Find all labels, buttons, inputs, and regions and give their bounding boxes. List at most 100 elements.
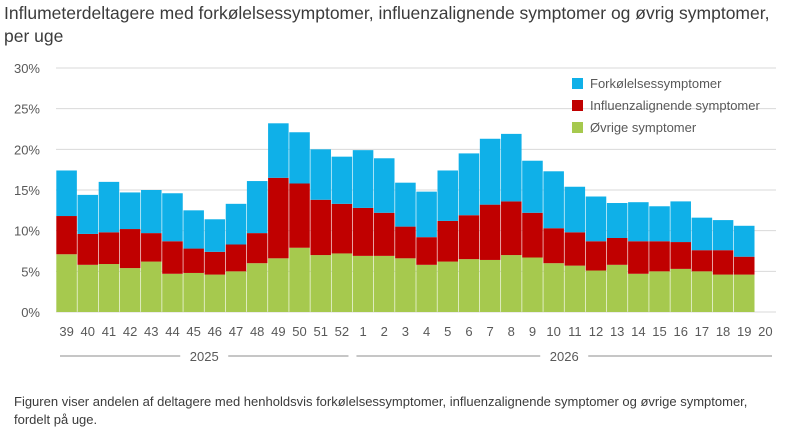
bar-segment-influenza xyxy=(543,228,564,264)
bar-segment-forkolelse xyxy=(289,132,310,184)
figure-caption: Figuren viser andelen af deltagere med h… xyxy=(14,394,748,427)
x-tick-label: 48 xyxy=(250,324,264,339)
bar-segment-forkolelse xyxy=(395,182,416,227)
year-group-label: 2025 xyxy=(190,349,219,364)
x-tick-label: 4 xyxy=(423,324,430,339)
bar-segment-influenza xyxy=(162,241,183,274)
x-tick-label: 13 xyxy=(610,324,624,339)
x-tick-label: 6 xyxy=(465,324,472,339)
bar-segment-influenza xyxy=(649,241,670,272)
x-tick-label: 17 xyxy=(695,324,709,339)
x-tick-label: 15 xyxy=(652,324,666,339)
y-tick-label: 15% xyxy=(14,183,40,198)
x-tick-label: 7 xyxy=(487,324,494,339)
bar-segment-forkolelse xyxy=(183,210,204,249)
year-group-label: 2026 xyxy=(550,349,579,364)
bar-segment-influenza xyxy=(395,226,416,259)
x-tick-label: 12 xyxy=(589,324,603,339)
bar-segment-influenza xyxy=(331,203,353,254)
bar-segment-ovrige xyxy=(585,270,607,312)
bar-segment-ovrige xyxy=(225,271,247,312)
bar-segment-forkolelse xyxy=(733,225,755,257)
bar-segment-influenza xyxy=(628,241,649,274)
bar-segment-ovrige xyxy=(416,264,437,312)
bar-segment-forkolelse xyxy=(416,191,437,238)
x-tick-label: 9 xyxy=(529,324,536,339)
bar-segment-ovrige xyxy=(352,255,374,312)
y-tick-label: 10% xyxy=(14,224,40,239)
bar-segment-forkolelse xyxy=(162,193,183,242)
bar-segment-ovrige xyxy=(373,255,395,312)
bar-segment-forkolelse xyxy=(56,170,77,217)
bar-segment-ovrige xyxy=(501,255,522,312)
x-tick-label: 39 xyxy=(59,324,73,339)
legend-swatch-forkolelse xyxy=(572,78,583,89)
bar-segment-forkolelse xyxy=(501,133,522,202)
legend-label-ovrige: Øvrige symptomer xyxy=(590,120,697,135)
legend-label-influenza: Influenzalignende symptomer xyxy=(590,98,760,113)
chart-title: Influmeterdeltagere med forkølelsessympt… xyxy=(4,2,794,48)
bar-segment-ovrige xyxy=(395,258,416,312)
bar-segment-forkolelse xyxy=(225,203,247,245)
bar-segment-influenza xyxy=(606,237,628,265)
x-tick-label: 41 xyxy=(102,324,116,339)
bar-segment-influenza xyxy=(268,177,289,259)
bar-segment-influenza xyxy=(246,233,268,264)
bar-segment-influenza xyxy=(522,212,543,258)
y-tick-label: 0% xyxy=(21,305,40,320)
bar-segment-ovrige xyxy=(331,253,353,312)
x-tick-label: 11 xyxy=(568,324,582,339)
bar-segment-forkolelse xyxy=(691,217,713,251)
bar-segment-ovrige xyxy=(56,254,77,312)
bar-segment-influenza xyxy=(458,215,480,260)
y-tick-label: 5% xyxy=(21,264,40,279)
bar-segment-influenza xyxy=(141,233,162,262)
bar-segment-influenza xyxy=(712,250,734,275)
bar-segment-influenza xyxy=(98,232,120,265)
stacked-bar-chart: 0%5%10%15%20%25%30%39 40 41 42 43 44 45 46 47 48 4… xyxy=(14,61,776,364)
bar-segment-influenza xyxy=(204,251,226,275)
y-tick-label: 25% xyxy=(14,102,40,117)
bar-segment-ovrige xyxy=(649,271,670,312)
bar-segment-influenza xyxy=(437,220,459,262)
bar-segment-ovrige xyxy=(246,263,268,312)
bar-segment-forkolelse xyxy=(98,181,120,233)
bar-segment-forkolelse xyxy=(458,153,480,216)
bar-segment-ovrige xyxy=(289,247,310,312)
bar-segment-forkolelse xyxy=(585,196,607,242)
bar-segment-ovrige xyxy=(437,261,459,312)
bar-segment-forkolelse xyxy=(712,220,734,251)
bar-segment-influenza xyxy=(564,232,586,266)
chart-title-line2: per uge xyxy=(4,26,64,46)
bar-segment-ovrige xyxy=(204,274,226,312)
x-tick-label: 43 xyxy=(144,324,158,339)
bar-segment-forkolelse xyxy=(437,170,459,221)
bar-segment-forkolelse xyxy=(628,202,649,242)
bar-segment-ovrige xyxy=(268,258,289,312)
x-tick-label: 19 xyxy=(737,324,751,339)
x-tick-label: 45 xyxy=(186,324,200,339)
bar-segment-influenza xyxy=(670,242,691,269)
bar-segment-forkolelse xyxy=(649,206,670,242)
x-tick-label: 10 xyxy=(546,324,560,339)
bar-segment-influenza xyxy=(289,183,310,248)
x-tick-label: 8 xyxy=(508,324,515,339)
bar-segment-ovrige xyxy=(670,268,691,312)
bar-segment-ovrige xyxy=(691,271,713,312)
x-tick-label: 51 xyxy=(313,324,327,339)
x-tick-label: 49 xyxy=(271,324,285,339)
x-tick-label: 2 xyxy=(381,324,388,339)
x-tick-label: 16 xyxy=(673,324,687,339)
bar-segment-forkolelse xyxy=(246,181,268,234)
bar-segment-ovrige xyxy=(119,268,141,312)
x-tick-label: 1 xyxy=(359,324,366,339)
x-tick-label: 20 xyxy=(758,324,772,339)
x-tick-label: 44 xyxy=(165,324,179,339)
bar-segment-forkolelse xyxy=(77,194,99,234)
x-tick-label: 5 xyxy=(444,324,451,339)
bar-segment-ovrige xyxy=(564,265,586,312)
chart-title-line1: Influmeterdeltagere med forkølelsessympt… xyxy=(4,3,770,23)
bar-segment-ovrige xyxy=(522,257,543,312)
bar-segment-forkolelse xyxy=(522,160,543,213)
bar-segment-forkolelse xyxy=(670,201,691,243)
